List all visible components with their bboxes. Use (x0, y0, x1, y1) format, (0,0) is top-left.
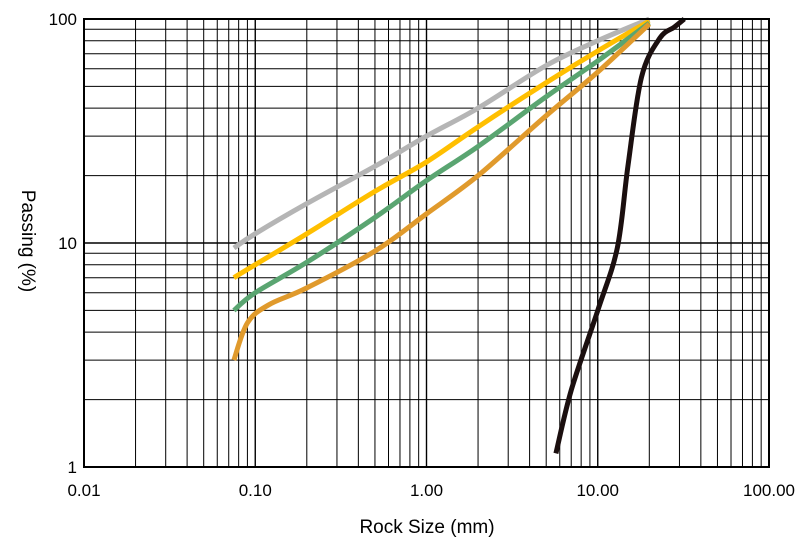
y-tick-label: 100 (49, 10, 77, 29)
x-tick-label: 1.00 (410, 481, 443, 500)
x-tick-label: 0.01 (67, 481, 100, 500)
series-line-3 (232, 20, 651, 313)
series-layer (231, 16, 686, 455)
x-axis-title: Rock Size (mm) (359, 517, 494, 538)
plot-frame (83, 18, 770, 468)
series-line-4 (231, 22, 652, 361)
x-tick-label: 100.00 (743, 481, 795, 500)
grid (84, 19, 769, 467)
y-tick-labels: 1 10 100 (49, 10, 77, 477)
x-tick-label: 0.10 (239, 481, 272, 500)
y-tick-label: 10 (58, 234, 77, 253)
series-line-5 (553, 17, 686, 455)
series-line-2 (232, 18, 651, 280)
y-axis-title: Passing (%) (17, 190, 38, 292)
series-line-1 (232, 16, 651, 251)
x-tick-labels: 0.01 0.10 1.00 10.00 100.00 (67, 481, 795, 500)
y-tick-label: 1 (68, 458, 77, 477)
x-tick-label: 10.00 (576, 481, 619, 500)
